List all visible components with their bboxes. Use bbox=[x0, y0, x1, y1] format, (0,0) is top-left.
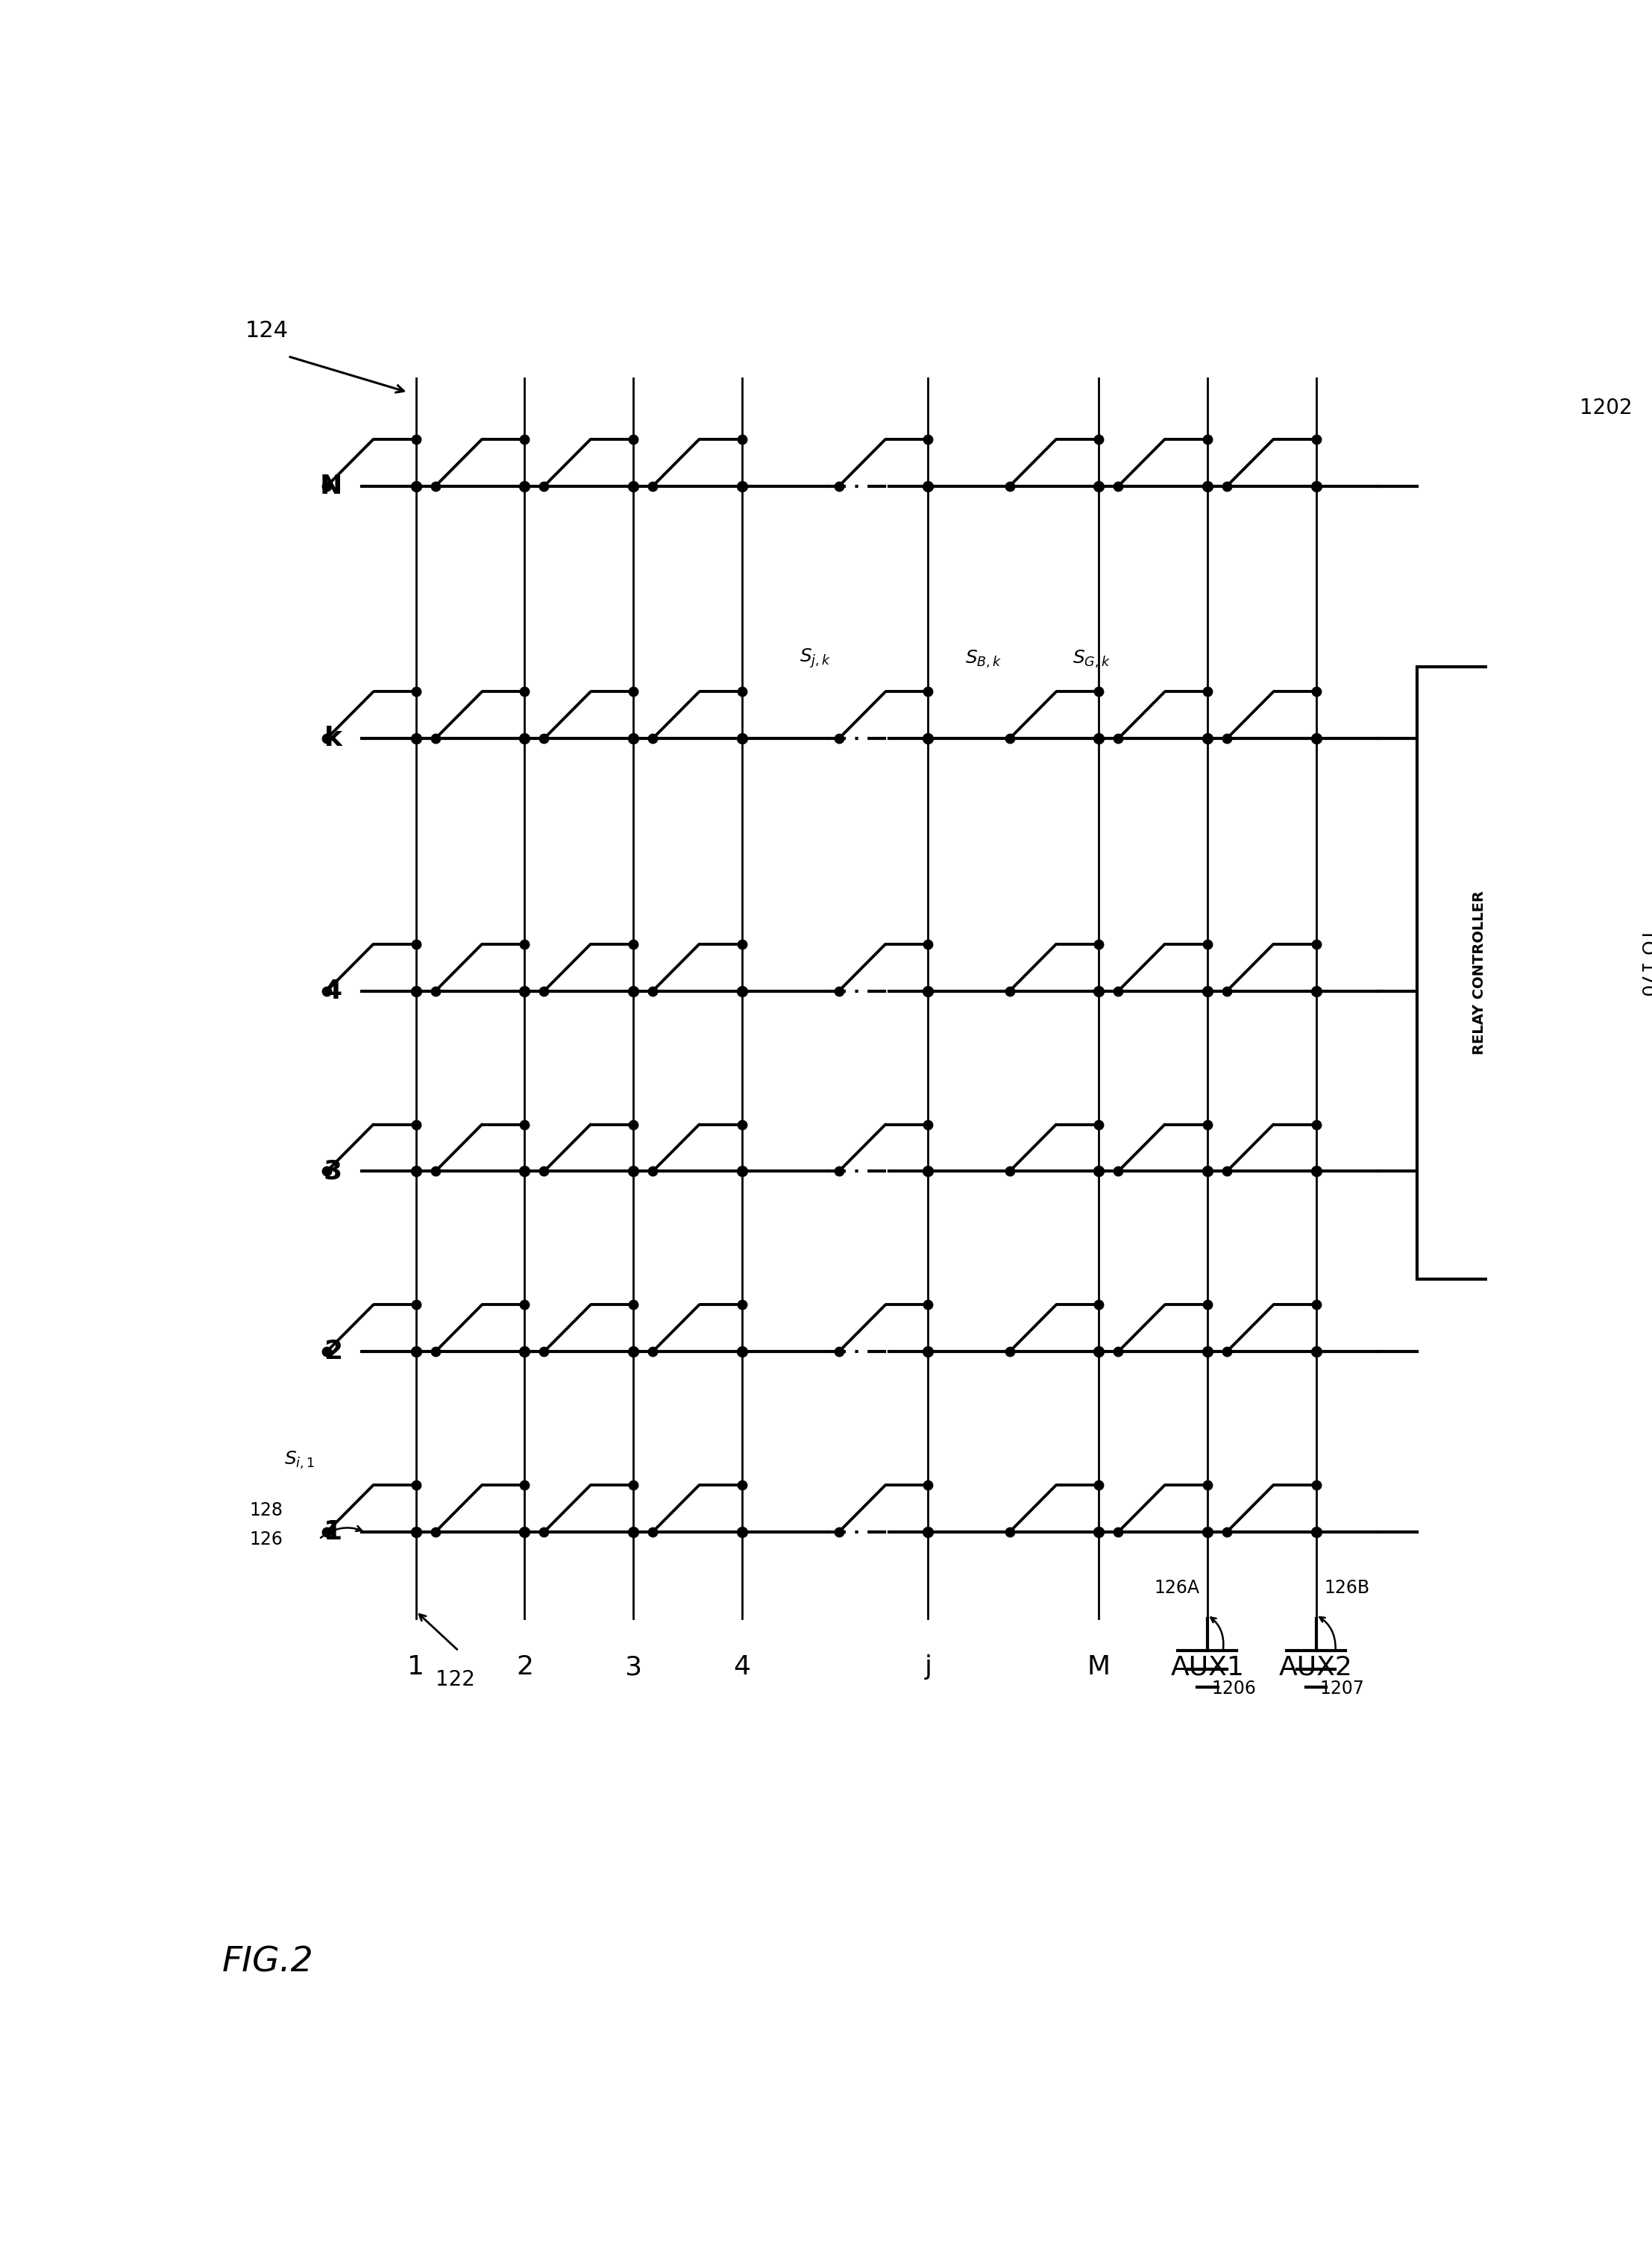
Text: 126: 126 bbox=[249, 1531, 282, 1549]
Text: $S_{i,1}$: $S_{i,1}$ bbox=[284, 1450, 316, 1470]
Text: 4: 4 bbox=[324, 978, 342, 1003]
Text: 126B: 126B bbox=[1323, 1578, 1370, 1596]
Text: j: j bbox=[925, 1655, 932, 1679]
Text: 1: 1 bbox=[324, 1520, 342, 1544]
Text: 3: 3 bbox=[324, 1158, 342, 1185]
Text: TO 170: TO 170 bbox=[1639, 928, 1652, 996]
Text: 124: 124 bbox=[244, 319, 289, 342]
Text: 1202: 1202 bbox=[1579, 398, 1632, 418]
Text: 2: 2 bbox=[515, 1655, 534, 1679]
Text: $S_{j,k}$: $S_{j,k}$ bbox=[800, 647, 831, 670]
Text: 1206: 1206 bbox=[1211, 1679, 1256, 1697]
Text: AUX1: AUX1 bbox=[1171, 1655, 1244, 1679]
Text: 128: 128 bbox=[249, 1502, 282, 1520]
Text: 126A: 126A bbox=[1155, 1578, 1199, 1596]
Text: FIG.2: FIG.2 bbox=[221, 1945, 314, 1978]
Text: 1207: 1207 bbox=[1320, 1679, 1365, 1697]
Text: 4: 4 bbox=[733, 1655, 750, 1679]
Text: 3: 3 bbox=[624, 1655, 643, 1679]
Text: AUX2: AUX2 bbox=[1279, 1655, 1353, 1679]
Text: RELAY CONTROLLER: RELAY CONTROLLER bbox=[1472, 890, 1487, 1054]
Text: $S_{B,k}$: $S_{B,k}$ bbox=[965, 650, 1001, 670]
Text: M: M bbox=[1087, 1655, 1110, 1679]
Bar bbox=[1417, 665, 1541, 1279]
Text: 122: 122 bbox=[436, 1668, 474, 1690]
Text: N: N bbox=[319, 474, 342, 499]
Text: 2: 2 bbox=[324, 1340, 342, 1365]
Text: 1: 1 bbox=[408, 1655, 425, 1679]
Text: $S_{G,k}$: $S_{G,k}$ bbox=[1072, 650, 1110, 670]
Text: k: k bbox=[324, 726, 342, 751]
